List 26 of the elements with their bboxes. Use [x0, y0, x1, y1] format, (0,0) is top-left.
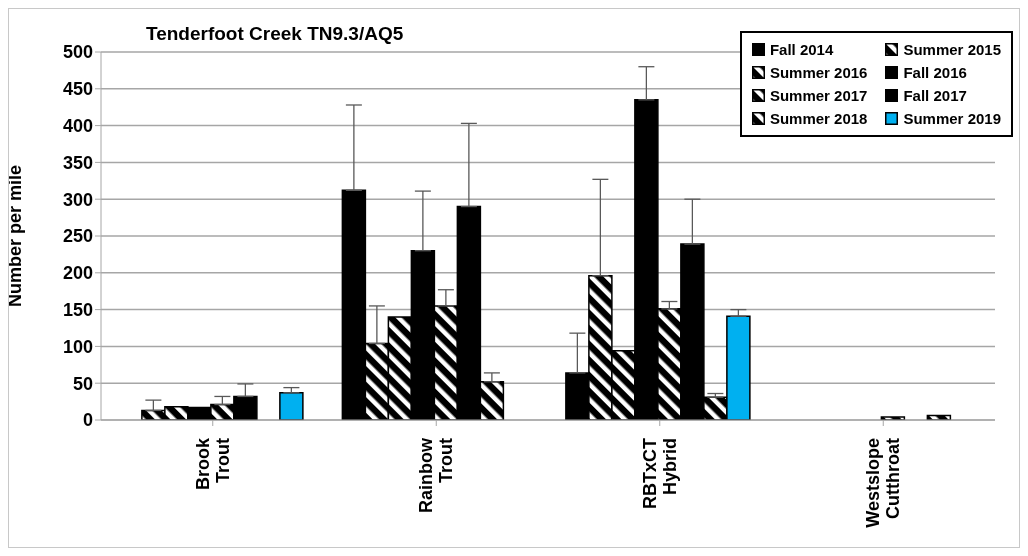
bar: [279, 392, 304, 420]
y-tick-label: 250: [62, 226, 93, 247]
y-tick-label: 100: [62, 336, 93, 357]
y-tick-label: 150: [62, 299, 93, 320]
y-tick-label: 400: [62, 115, 93, 136]
y-tick-label: 450: [62, 79, 93, 100]
legend-label: Summer 2015: [903, 41, 1001, 58]
x-tick-label: Rainbow Trout: [416, 437, 457, 513]
x-tick-label: Westslope Cutthroat: [863, 438, 904, 528]
y-axis-title: Number per mile: [5, 164, 26, 308]
legend-label: Fall 2017: [903, 87, 967, 104]
legend-label: Fall 2016: [903, 64, 967, 81]
y-tick-label: 500: [62, 42, 93, 63]
legend-label: Summer 2019: [903, 110, 1001, 127]
legend-label: Summer 2018: [769, 110, 868, 127]
chart-title: Tenderfoot Creek TN9.3/AQ5: [146, 23, 404, 45]
legend-label: Summer 2016: [769, 64, 868, 81]
x-tick-label: Brook Trout: [192, 437, 233, 491]
y-tick-label: 300: [62, 189, 93, 210]
y-tick-label: 50: [72, 373, 93, 394]
legend-label: Summer 2017: [769, 87, 868, 104]
y-tick-label: 200: [62, 263, 93, 284]
legend-label: Fall 2014: [769, 41, 834, 58]
y-tick-label: 0: [82, 410, 93, 431]
y-tick-label: 350: [62, 152, 93, 173]
x-tick-label: RBTxCT Hybrid: [639, 438, 680, 509]
